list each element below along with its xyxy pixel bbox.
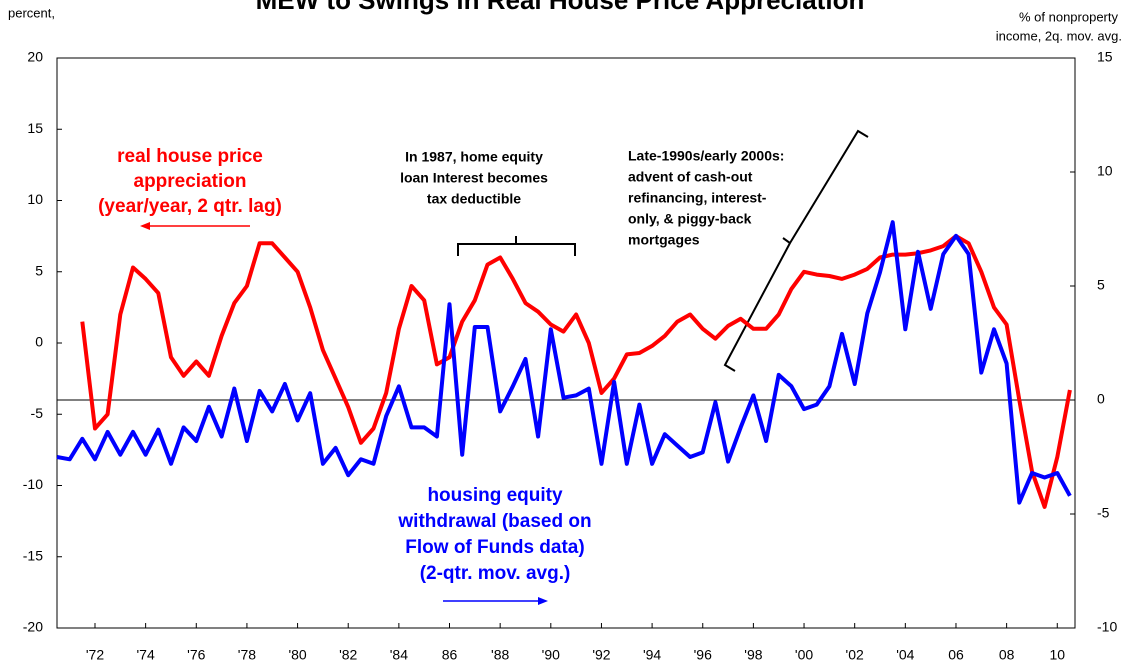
y-tick-label: -5 xyxy=(31,405,44,421)
annotation: (year/year, 2 qtr. lag) xyxy=(98,196,282,217)
annotation-arrow xyxy=(140,222,250,230)
annotation: (2-qtr. mov. avg.) xyxy=(420,563,571,584)
y2-tick-label: 10 xyxy=(1097,163,1113,179)
x-tick-label: '04 xyxy=(896,647,914,663)
x-tick-label: '76 xyxy=(187,647,205,663)
series-line xyxy=(56,220,1072,505)
x-tick-label: '02 xyxy=(846,647,864,663)
annotation: housing equity xyxy=(427,485,563,506)
series-line xyxy=(80,234,1072,509)
x-tick-label: '96 xyxy=(694,647,712,663)
annotation: mortgages xyxy=(628,232,700,248)
annotation-arrow xyxy=(443,597,548,605)
annotation: loan Interest becomes xyxy=(400,170,548,186)
x-tick-label: '84 xyxy=(390,647,408,663)
chart-title: MEW to Swings in Real House Price Apprec… xyxy=(256,0,865,15)
annotation: In 1987, home equity xyxy=(405,149,543,165)
x-tick-label: 06 xyxy=(948,647,964,663)
y-axis-label: percent, xyxy=(8,5,55,20)
annotation: advent of cash-out xyxy=(628,169,753,185)
x-tick-label: '00 xyxy=(795,647,813,663)
annotation: withdrawal (based on xyxy=(397,511,591,532)
x-tick-label: 08 xyxy=(999,647,1015,663)
annotation: tax deductible xyxy=(427,191,521,207)
y-tick-label: 5 xyxy=(35,262,43,278)
y2-tick-label: 0 xyxy=(1097,391,1105,407)
x-tick-label: 10 xyxy=(1049,647,1065,663)
y-tick-label: 10 xyxy=(27,191,43,207)
x-tick-label: '90 xyxy=(542,647,560,663)
annotation: appreciation xyxy=(134,171,247,192)
annotation: real house price xyxy=(117,146,263,167)
x-tick-label: 86 xyxy=(442,647,458,663)
x-tick-label: '88 xyxy=(491,647,509,663)
y2-tick-label: -5 xyxy=(1097,505,1110,521)
annotation: Flow of Funds data) xyxy=(405,537,584,558)
annotation-brace xyxy=(723,129,869,372)
x-tick-label: '74 xyxy=(137,647,155,663)
y-tick-label: 15 xyxy=(27,120,43,136)
y2-tick-label: 15 xyxy=(1097,49,1113,65)
y-tick-label: -20 xyxy=(23,619,43,635)
x-tick-label: '72 xyxy=(86,647,104,663)
y2-tick-label: -10 xyxy=(1097,619,1117,635)
y-tick-label: 0 xyxy=(35,334,43,350)
x-tick-label: '98 xyxy=(744,647,762,663)
annotation: Late-1990s/early 2000s: xyxy=(628,148,784,164)
y2-tick-label: 5 xyxy=(1097,277,1105,293)
annotation-brace xyxy=(457,236,576,256)
x-tick-label: '82 xyxy=(339,647,357,663)
y2-axis-label: income, 2q. mov. avg. xyxy=(996,28,1122,43)
y-tick-label: 20 xyxy=(27,49,43,65)
x-tick-label: '78 xyxy=(238,647,256,663)
y-tick-label: -10 xyxy=(23,476,43,492)
y2-axis-label: % of nonproperty xyxy=(1019,9,1119,24)
x-tick-label: '92 xyxy=(592,647,610,663)
x-tick-label: '80 xyxy=(288,647,306,663)
annotation: refinancing, interest- xyxy=(628,190,767,206)
annotation: only, & piggy-back xyxy=(628,211,752,227)
x-tick-label: '94 xyxy=(643,647,661,663)
y-tick-label: -15 xyxy=(23,547,43,563)
